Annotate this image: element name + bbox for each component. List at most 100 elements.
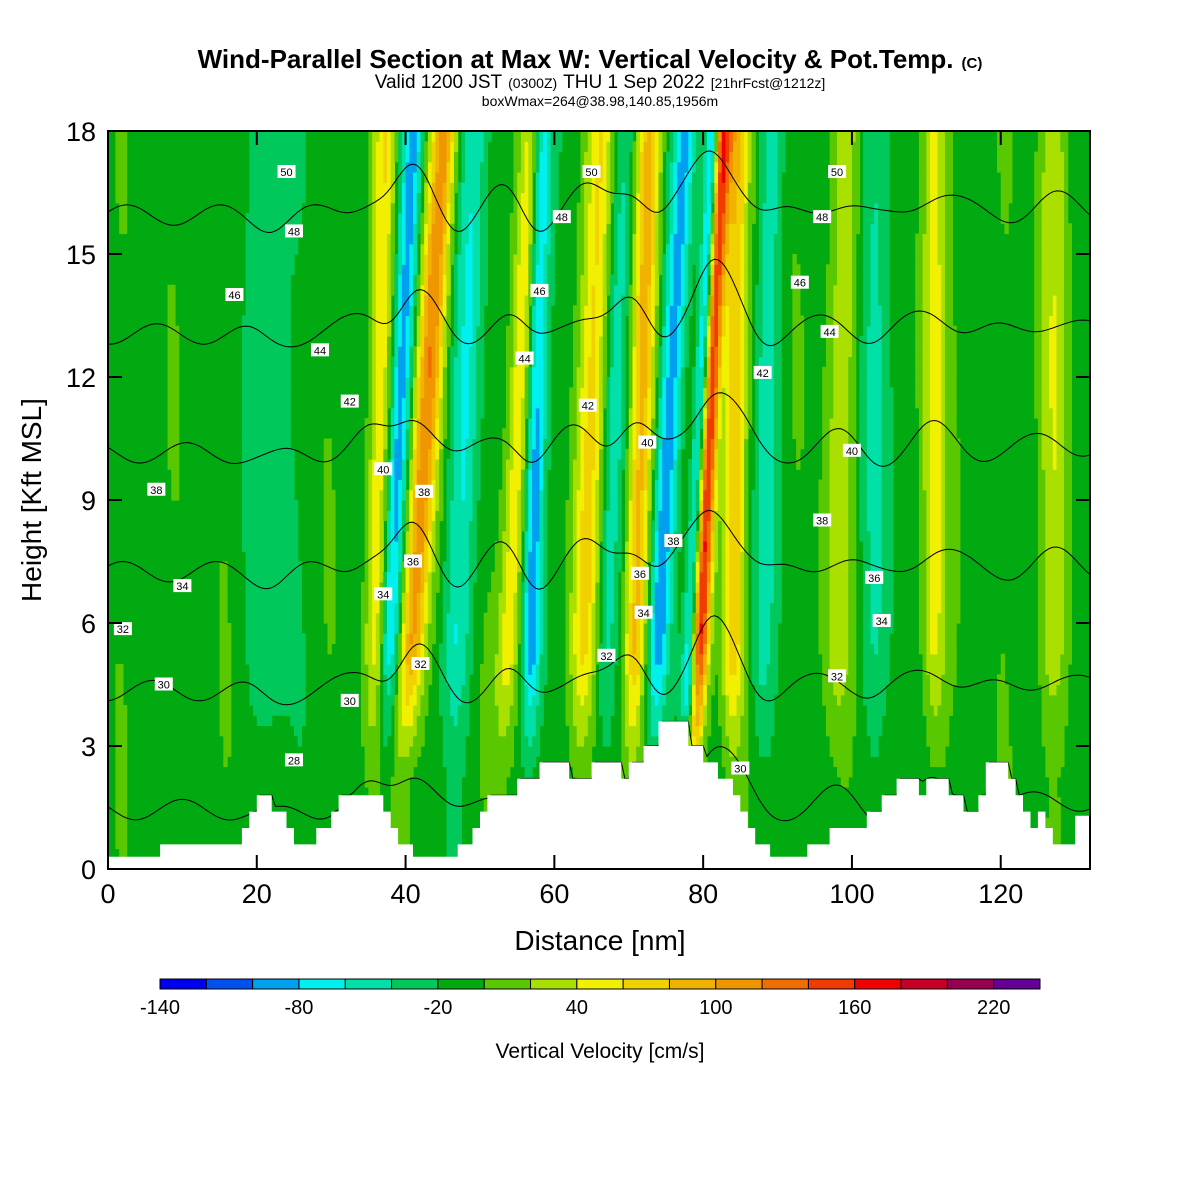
w-cell	[174, 489, 180, 501]
w-cell	[524, 612, 529, 624]
w-cell	[539, 407, 544, 419]
w-cell	[427, 336, 433, 347]
w-cell	[245, 530, 250, 542]
w-cell	[405, 223, 410, 235]
w-cell	[383, 172, 388, 183]
w-cell	[409, 746, 414, 757]
w-cell	[442, 756, 448, 768]
w-cell	[506, 602, 511, 614]
w-cell	[383, 438, 388, 450]
w-cell	[420, 295, 425, 306]
w-cell	[245, 305, 250, 317]
w-cell	[398, 131, 403, 142]
w-cell	[267, 336, 273, 347]
w-cell	[424, 202, 429, 214]
w-cell	[528, 243, 533, 255]
w-cell	[453, 182, 459, 194]
w-cell	[569, 438, 574, 450]
w-cell	[472, 356, 477, 368]
w-cell	[450, 633, 455, 645]
w-cell	[119, 725, 124, 737]
w-cell	[297, 141, 303, 153]
w-cell	[431, 489, 436, 501]
w-cell	[465, 541, 470, 552]
w-cell	[260, 202, 265, 214]
w-cell	[479, 725, 485, 737]
w-cell	[606, 243, 611, 255]
w-cell	[599, 223, 604, 235]
w-cell	[394, 264, 399, 276]
w-cell	[546, 366, 552, 378]
w-cell	[171, 428, 176, 440]
w-cell	[245, 551, 250, 563]
w-cell	[394, 643, 399, 655]
w-cell	[506, 510, 511, 522]
w-cell	[621, 274, 626, 286]
w-cell	[602, 715, 608, 727]
w-cell	[375, 479, 381, 491]
w-cell	[532, 561, 537, 573]
w-cell	[331, 489, 336, 501]
w-cell	[223, 756, 228, 768]
w-cell	[625, 223, 630, 235]
w-cell	[517, 274, 522, 286]
w-cell	[580, 592, 585, 604]
w-cell	[427, 172, 433, 183]
w-cell	[621, 684, 626, 696]
w-cell	[375, 653, 381, 665]
w-cell	[535, 489, 541, 501]
w-cell	[372, 305, 377, 317]
w-cell	[115, 797, 120, 809]
w-cell	[625, 705, 630, 716]
w-cell	[390, 776, 396, 788]
w-cell	[253, 592, 258, 604]
w-cell	[409, 510, 414, 522]
w-cell	[249, 346, 254, 358]
w-cell	[390, 571, 396, 583]
w-cell	[528, 192, 533, 204]
w-cell	[379, 387, 384, 399]
w-cell	[368, 377, 373, 388]
w-cell	[539, 295, 544, 306]
w-cell	[390, 787, 396, 798]
w-cell	[513, 366, 518, 378]
w-cell	[461, 633, 466, 645]
w-cell	[301, 715, 306, 727]
w-cell	[509, 274, 515, 286]
w-cell	[386, 254, 392, 265]
w-cell	[636, 500, 641, 511]
w-cell	[572, 397, 578, 409]
w-cell	[416, 735, 422, 747]
w-cell	[491, 694, 496, 706]
w-cell	[461, 489, 466, 501]
w-cell	[483, 151, 489, 163]
w-cell	[576, 582, 582, 593]
w-cell	[520, 284, 526, 296]
vertical-velocity-field	[115, 131, 1073, 869]
w-cell	[383, 151, 388, 163]
w-cell	[632, 551, 637, 563]
w-cell	[513, 418, 518, 429]
w-cell	[472, 500, 477, 511]
w-cell	[513, 520, 518, 532]
w-cell	[372, 684, 377, 696]
w-cell	[632, 479, 637, 491]
w-cell	[256, 428, 262, 440]
w-cell	[617, 233, 622, 245]
w-cell	[167, 397, 172, 409]
w-cell	[249, 479, 254, 491]
w-cell	[375, 264, 381, 276]
w-cell	[439, 407, 444, 419]
w-cell	[517, 459, 522, 470]
w-cell	[450, 541, 455, 552]
w-cell	[442, 643, 448, 655]
w-cell	[245, 295, 250, 306]
w-cell	[543, 520, 548, 532]
w-cell	[465, 500, 470, 511]
w-cell	[249, 377, 254, 388]
w-cell	[413, 500, 418, 511]
w-cell	[279, 674, 284, 686]
w-cell	[442, 356, 448, 368]
w-cell	[405, 192, 410, 204]
w-cell	[639, 172, 645, 183]
